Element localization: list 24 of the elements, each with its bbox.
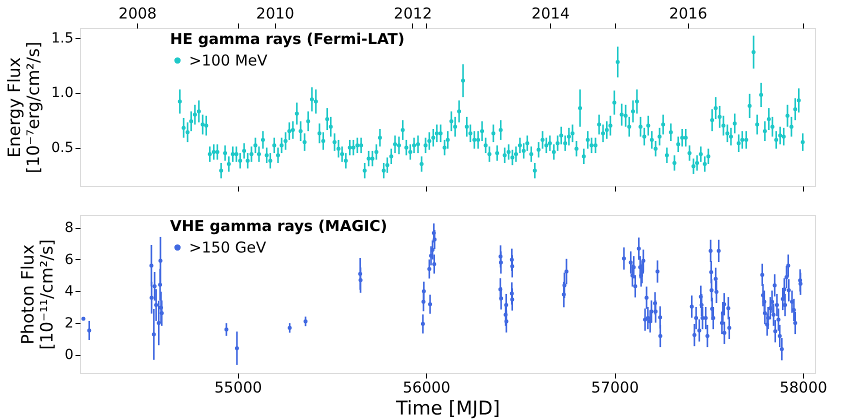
y-tick-label: 8 <box>64 220 74 236</box>
y-tick-label: 6 <box>64 252 74 268</box>
y-tick-label: 1.5 <box>51 30 74 46</box>
legend-title: HE gamma rays (Fermi-LAT) <box>170 30 405 48</box>
y-tick-label: 0.5 <box>51 140 74 156</box>
x2-tick-label: 2010 <box>256 4 294 22</box>
y-tick-label: 4 <box>64 284 74 300</box>
x-tick-label: 58000 <box>780 378 828 396</box>
x2-tick-label: 2008 <box>118 4 157 22</box>
x-tick-label: 55000 <box>214 378 262 396</box>
x-tick-label: 57000 <box>591 378 639 396</box>
y-axis-title: Energy Flux [10⁻⁷erg/cm²/s] <box>5 42 44 174</box>
x-axis-title: Time [MJD] <box>395 398 500 420</box>
x2-tick-label: 2016 <box>669 4 708 22</box>
x-tick-label: 56000 <box>402 378 450 396</box>
legend-label: >150 GeV <box>189 238 267 256</box>
x2-tick-label: 2012 <box>394 4 432 22</box>
y-tick-label: 2 <box>64 315 74 332</box>
y-tick-label: 0 <box>64 347 74 364</box>
legend-title: VHE gamma rays (MAGIC) <box>170 217 388 235</box>
y-tick-label: 1.0 <box>51 85 74 102</box>
y-axis-title: Photon Flux [10⁻¹¹/cm²/s] <box>18 239 58 350</box>
x2-tick-label: 2014 <box>531 4 570 22</box>
legend-label: >100 MeV <box>189 52 268 70</box>
